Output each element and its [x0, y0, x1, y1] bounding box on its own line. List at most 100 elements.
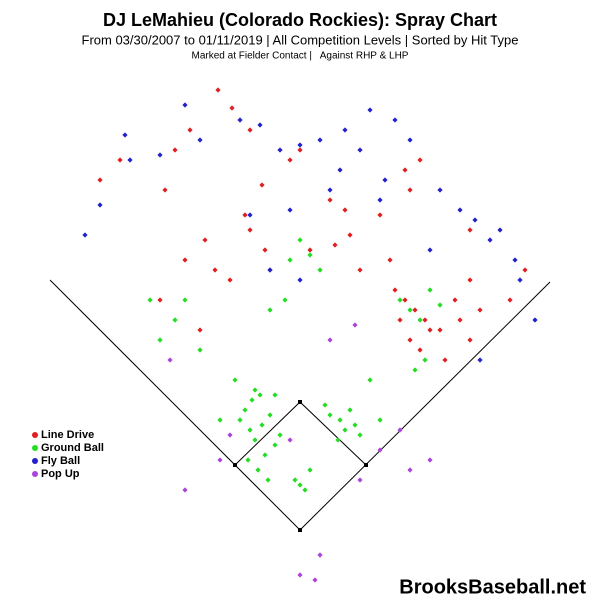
legend-swatch	[32, 445, 38, 451]
point	[237, 117, 243, 123]
point	[422, 357, 428, 363]
point	[452, 297, 458, 303]
point	[255, 467, 261, 473]
home-plate	[298, 528, 302, 532]
point	[442, 357, 448, 363]
point	[392, 287, 398, 293]
point	[97, 177, 103, 183]
point	[457, 317, 463, 323]
point	[247, 227, 253, 233]
point	[182, 297, 188, 303]
foul-line	[49, 279, 301, 531]
legend-swatch	[32, 471, 38, 477]
point	[287, 257, 293, 263]
legend-label: Fly Ball	[41, 455, 80, 467]
point	[265, 477, 271, 483]
point	[227, 277, 233, 283]
point	[282, 297, 288, 303]
point	[317, 267, 323, 273]
chart-title: DJ LeMahieu (Colorado Rockies): Spray Ch…	[103, 10, 497, 30]
point	[242, 212, 248, 218]
point	[367, 107, 373, 113]
point	[337, 167, 343, 173]
point	[412, 367, 418, 373]
point	[267, 412, 273, 418]
point	[367, 377, 373, 383]
point	[337, 417, 343, 423]
point	[377, 197, 383, 203]
point	[127, 157, 133, 163]
point	[147, 297, 153, 303]
point	[347, 407, 353, 413]
point	[259, 182, 265, 188]
point	[249, 397, 255, 403]
point	[522, 267, 528, 273]
legend-label: Line Drive	[41, 429, 94, 441]
point	[267, 307, 273, 313]
point	[477, 357, 483, 363]
point	[247, 212, 253, 218]
point	[287, 157, 293, 163]
point	[377, 447, 383, 453]
point	[307, 247, 313, 253]
point	[237, 417, 243, 423]
point	[247, 427, 253, 433]
point	[157, 297, 163, 303]
point	[197, 347, 203, 353]
chart-subtitle: From 03/30/2007 to 01/11/2019 | All Comp…	[82, 32, 519, 47]
point	[187, 127, 193, 133]
point	[297, 482, 303, 488]
point	[487, 237, 493, 243]
point	[327, 187, 333, 193]
point	[397, 427, 403, 433]
point	[297, 237, 303, 243]
legend-label: Ground Ball	[41, 442, 104, 454]
point	[357, 432, 363, 438]
point	[407, 337, 413, 343]
point	[182, 257, 188, 263]
point	[262, 247, 268, 253]
point	[259, 422, 265, 428]
point	[302, 487, 308, 493]
point	[229, 105, 235, 111]
point	[287, 437, 293, 443]
point	[297, 572, 303, 578]
point	[202, 237, 208, 243]
point	[172, 147, 178, 153]
point	[472, 217, 478, 223]
point	[437, 187, 443, 193]
point	[417, 157, 423, 163]
point	[342, 427, 348, 433]
point	[197, 327, 203, 333]
point	[422, 317, 428, 323]
point	[245, 457, 251, 463]
point	[327, 337, 333, 343]
point	[292, 477, 298, 483]
point	[357, 477, 363, 483]
point	[377, 417, 383, 423]
point	[532, 317, 538, 323]
point	[467, 277, 473, 283]
point	[382, 177, 388, 183]
point	[267, 267, 273, 273]
point	[297, 277, 303, 283]
point	[197, 137, 203, 143]
point	[182, 102, 188, 108]
third-base	[233, 463, 237, 467]
point	[122, 132, 128, 138]
point	[517, 277, 523, 283]
point	[387, 257, 393, 263]
point	[157, 337, 163, 343]
point	[252, 387, 258, 393]
point	[427, 287, 433, 293]
point	[277, 432, 283, 438]
point	[82, 232, 88, 238]
point	[227, 432, 233, 438]
point	[272, 442, 278, 448]
point	[347, 232, 353, 238]
point	[312, 577, 318, 583]
point	[277, 147, 283, 153]
point	[172, 317, 178, 323]
